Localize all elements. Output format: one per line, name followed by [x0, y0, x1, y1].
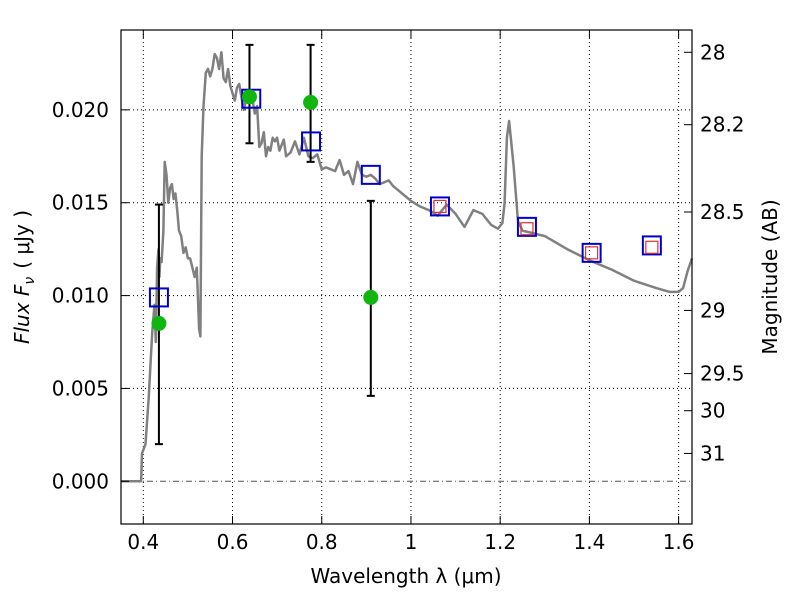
y2-axis-title: Magnitude (AB) — [758, 199, 782, 354]
nir-square-point — [645, 240, 659, 254]
x-tick-label: 1.2 — [484, 530, 516, 554]
y2-tick-label: 28.2 — [700, 113, 745, 137]
plot-frame — [120, 29, 693, 525]
model-square-point — [581, 242, 602, 263]
x-tick-label: 1 — [405, 530, 418, 554]
x-tick-label: 0.4 — [127, 530, 159, 554]
model-square-point — [429, 196, 450, 217]
observed-flux-point — [363, 289, 379, 305]
y2-tick-label: 29 — [700, 298, 725, 322]
x-tick-label: 1.6 — [663, 530, 695, 554]
y-axis-title-main: Flux F — [10, 284, 34, 344]
observed-flux-point — [151, 315, 167, 331]
svg-text:Flux Fν( μJy ): Flux Fν ( μJy ) — [10, 210, 38, 344]
y2-tick-label: 28.5 — [700, 200, 745, 224]
model-square-point — [301, 131, 322, 152]
x-axis-title: Wavelength λ (μm) — [310, 564, 501, 588]
y-axis-title-unit: ( μJy ) — [10, 210, 34, 269]
model-square-point — [148, 287, 169, 308]
y-tick-label: 0.015 — [52, 191, 109, 215]
model-square-point — [360, 164, 381, 185]
y2-tick-label: 29.5 — [700, 362, 745, 386]
y2-tick-label: 31 — [700, 441, 725, 465]
x-tick-label: 0.8 — [306, 530, 338, 554]
model-square-point — [516, 216, 537, 237]
model-square-point — [641, 235, 662, 256]
y2-tick-label: 30 — [700, 399, 725, 423]
y-tick-label: 0.020 — [52, 98, 109, 122]
y2-tick-label: 28 — [700, 40, 725, 64]
nir-square-point — [585, 246, 599, 260]
y-tick-label: 0.005 — [52, 376, 109, 400]
observed-flux-point — [303, 94, 319, 110]
x-tick-label: 0.6 — [217, 530, 249, 554]
nir-square-point — [520, 222, 534, 236]
y-axis-title: Flux Fν ( μJy ) — [10, 210, 38, 344]
x-tick-label: 1.4 — [573, 530, 605, 554]
y-axis-title-subscript: ν — [22, 277, 38, 285]
template-spectrum-line — [121, 51, 694, 483]
grid-layer — [121, 30, 692, 524]
observed-flux-point — [241, 89, 257, 105]
data-layer — [121, 43, 694, 483]
tick-layer: 0.4 0.6 0.8 1 1.2 1.4 1.6 0.000 0.005 0.010 0.015 0… — [52, 30, 745, 554]
nir-square-point — [433, 199, 447, 214]
y-tick-label: 0.010 — [52, 284, 109, 308]
y-tick-label: 0.000 — [52, 469, 109, 493]
